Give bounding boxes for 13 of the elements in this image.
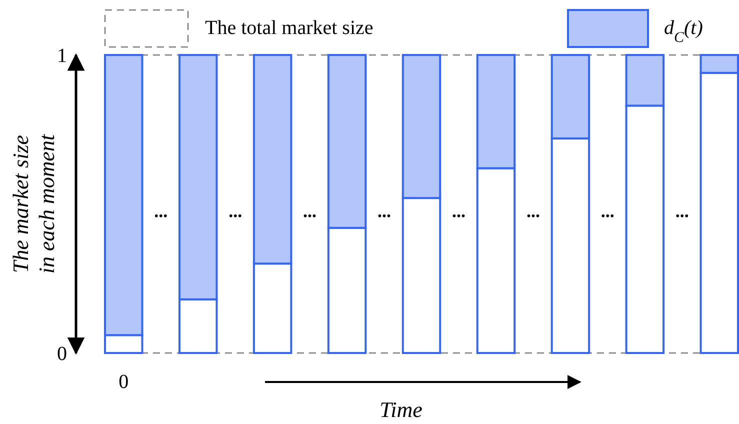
y-tick-label: 1 (57, 45, 67, 67)
legend-label: The total market size (205, 17, 374, 39)
annotation: ... (452, 201, 466, 221)
annotation: ... (228, 201, 242, 221)
annotation: ... (378, 201, 392, 221)
annotation: ... (154, 201, 168, 221)
annotation: ... (303, 201, 317, 221)
annotation: ... (526, 201, 540, 221)
y-axis-title: The market size in each moment (8, 133, 59, 274)
annotation: ... (600, 201, 614, 221)
x-axis-title: Time (380, 397, 423, 422)
legend-label: d$_{C}$(t) (664, 17, 704, 46)
annotation: ... (675, 201, 689, 221)
